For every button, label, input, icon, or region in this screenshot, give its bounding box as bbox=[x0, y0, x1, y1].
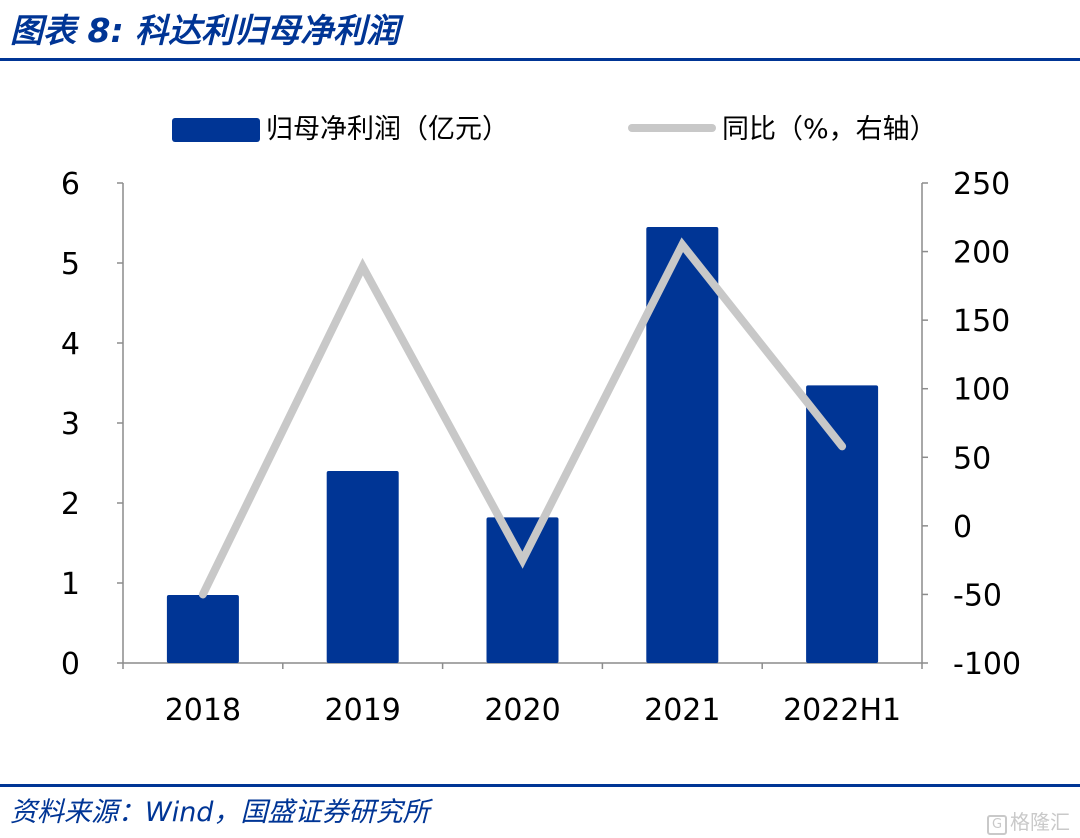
chart-legend: 归母净利润（亿元） 同比（%，右轴） bbox=[172, 114, 937, 145]
legend-swatch-bar bbox=[172, 118, 260, 142]
right-axis-tick-label: 50 bbox=[953, 441, 991, 476]
header-divider bbox=[0, 58, 1080, 61]
footer-divider bbox=[0, 784, 1080, 787]
watermark: G 格隆汇 bbox=[987, 806, 1070, 835]
x-axis-tick-label: 2022H1 bbox=[783, 693, 901, 728]
legend-label-bar: 归母净利润（亿元） bbox=[266, 114, 509, 145]
yoy-point-2021 bbox=[681, 244, 683, 246]
right-axis-tick-label: 150 bbox=[953, 304, 1010, 339]
yoy-point-2019 bbox=[362, 266, 364, 268]
right-axis-tick-label: -100 bbox=[953, 647, 1021, 682]
left-axis-tick-label: 3 bbox=[61, 407, 80, 442]
source-note: 资料来源：Wind，国盛证券研究所 bbox=[10, 797, 430, 828]
left-axis-tick-label: 6 bbox=[61, 167, 80, 202]
right-axis-tick-label: 200 bbox=[953, 236, 1010, 271]
bar-2019 bbox=[326, 471, 399, 663]
bar-2022H1 bbox=[806, 385, 879, 663]
left-axis-tick-label: 5 bbox=[61, 247, 80, 282]
right-axis-tick-label: 250 bbox=[953, 167, 1010, 202]
watermark-logo-icon: G bbox=[987, 815, 1007, 835]
yoy-point-2022H1 bbox=[841, 445, 843, 447]
x-axis-tick-label: 2018 bbox=[165, 693, 241, 728]
x-axis-tick-label: 2021 bbox=[644, 693, 720, 728]
left-axis-tick-label: 1 bbox=[61, 567, 80, 602]
left-axis-tick-label: 4 bbox=[61, 327, 80, 362]
legend-label-line: 同比（%，右轴） bbox=[722, 114, 937, 145]
chart: 归母净利润（亿元） 同比（%，右轴） 0 1 2 3 4 5 6 -100 -50 0 50 100 1… bbox=[61, 114, 1021, 728]
bar-2021 bbox=[646, 227, 719, 663]
bar-2018 bbox=[166, 595, 239, 663]
bar-2020 bbox=[486, 517, 559, 663]
page-title: 图表 8: 科达利归母净利润 bbox=[10, 11, 400, 50]
x-axis-tick-label: 2020 bbox=[484, 693, 560, 728]
x-axis-tick-label: 2019 bbox=[325, 693, 401, 728]
right-axis-tick-label: 100 bbox=[953, 373, 1010, 408]
right-axis-tick-label: 0 bbox=[953, 510, 972, 545]
watermark-text: 格隆汇 bbox=[1010, 810, 1070, 834]
yoy-point-2018 bbox=[202, 593, 204, 595]
left-axis-tick-label: 0 bbox=[61, 647, 80, 682]
yoy-point-2020 bbox=[522, 559, 523, 561]
right-axis-tick-label: -50 bbox=[953, 578, 1002, 613]
left-axis-tick-label: 2 bbox=[61, 487, 80, 522]
